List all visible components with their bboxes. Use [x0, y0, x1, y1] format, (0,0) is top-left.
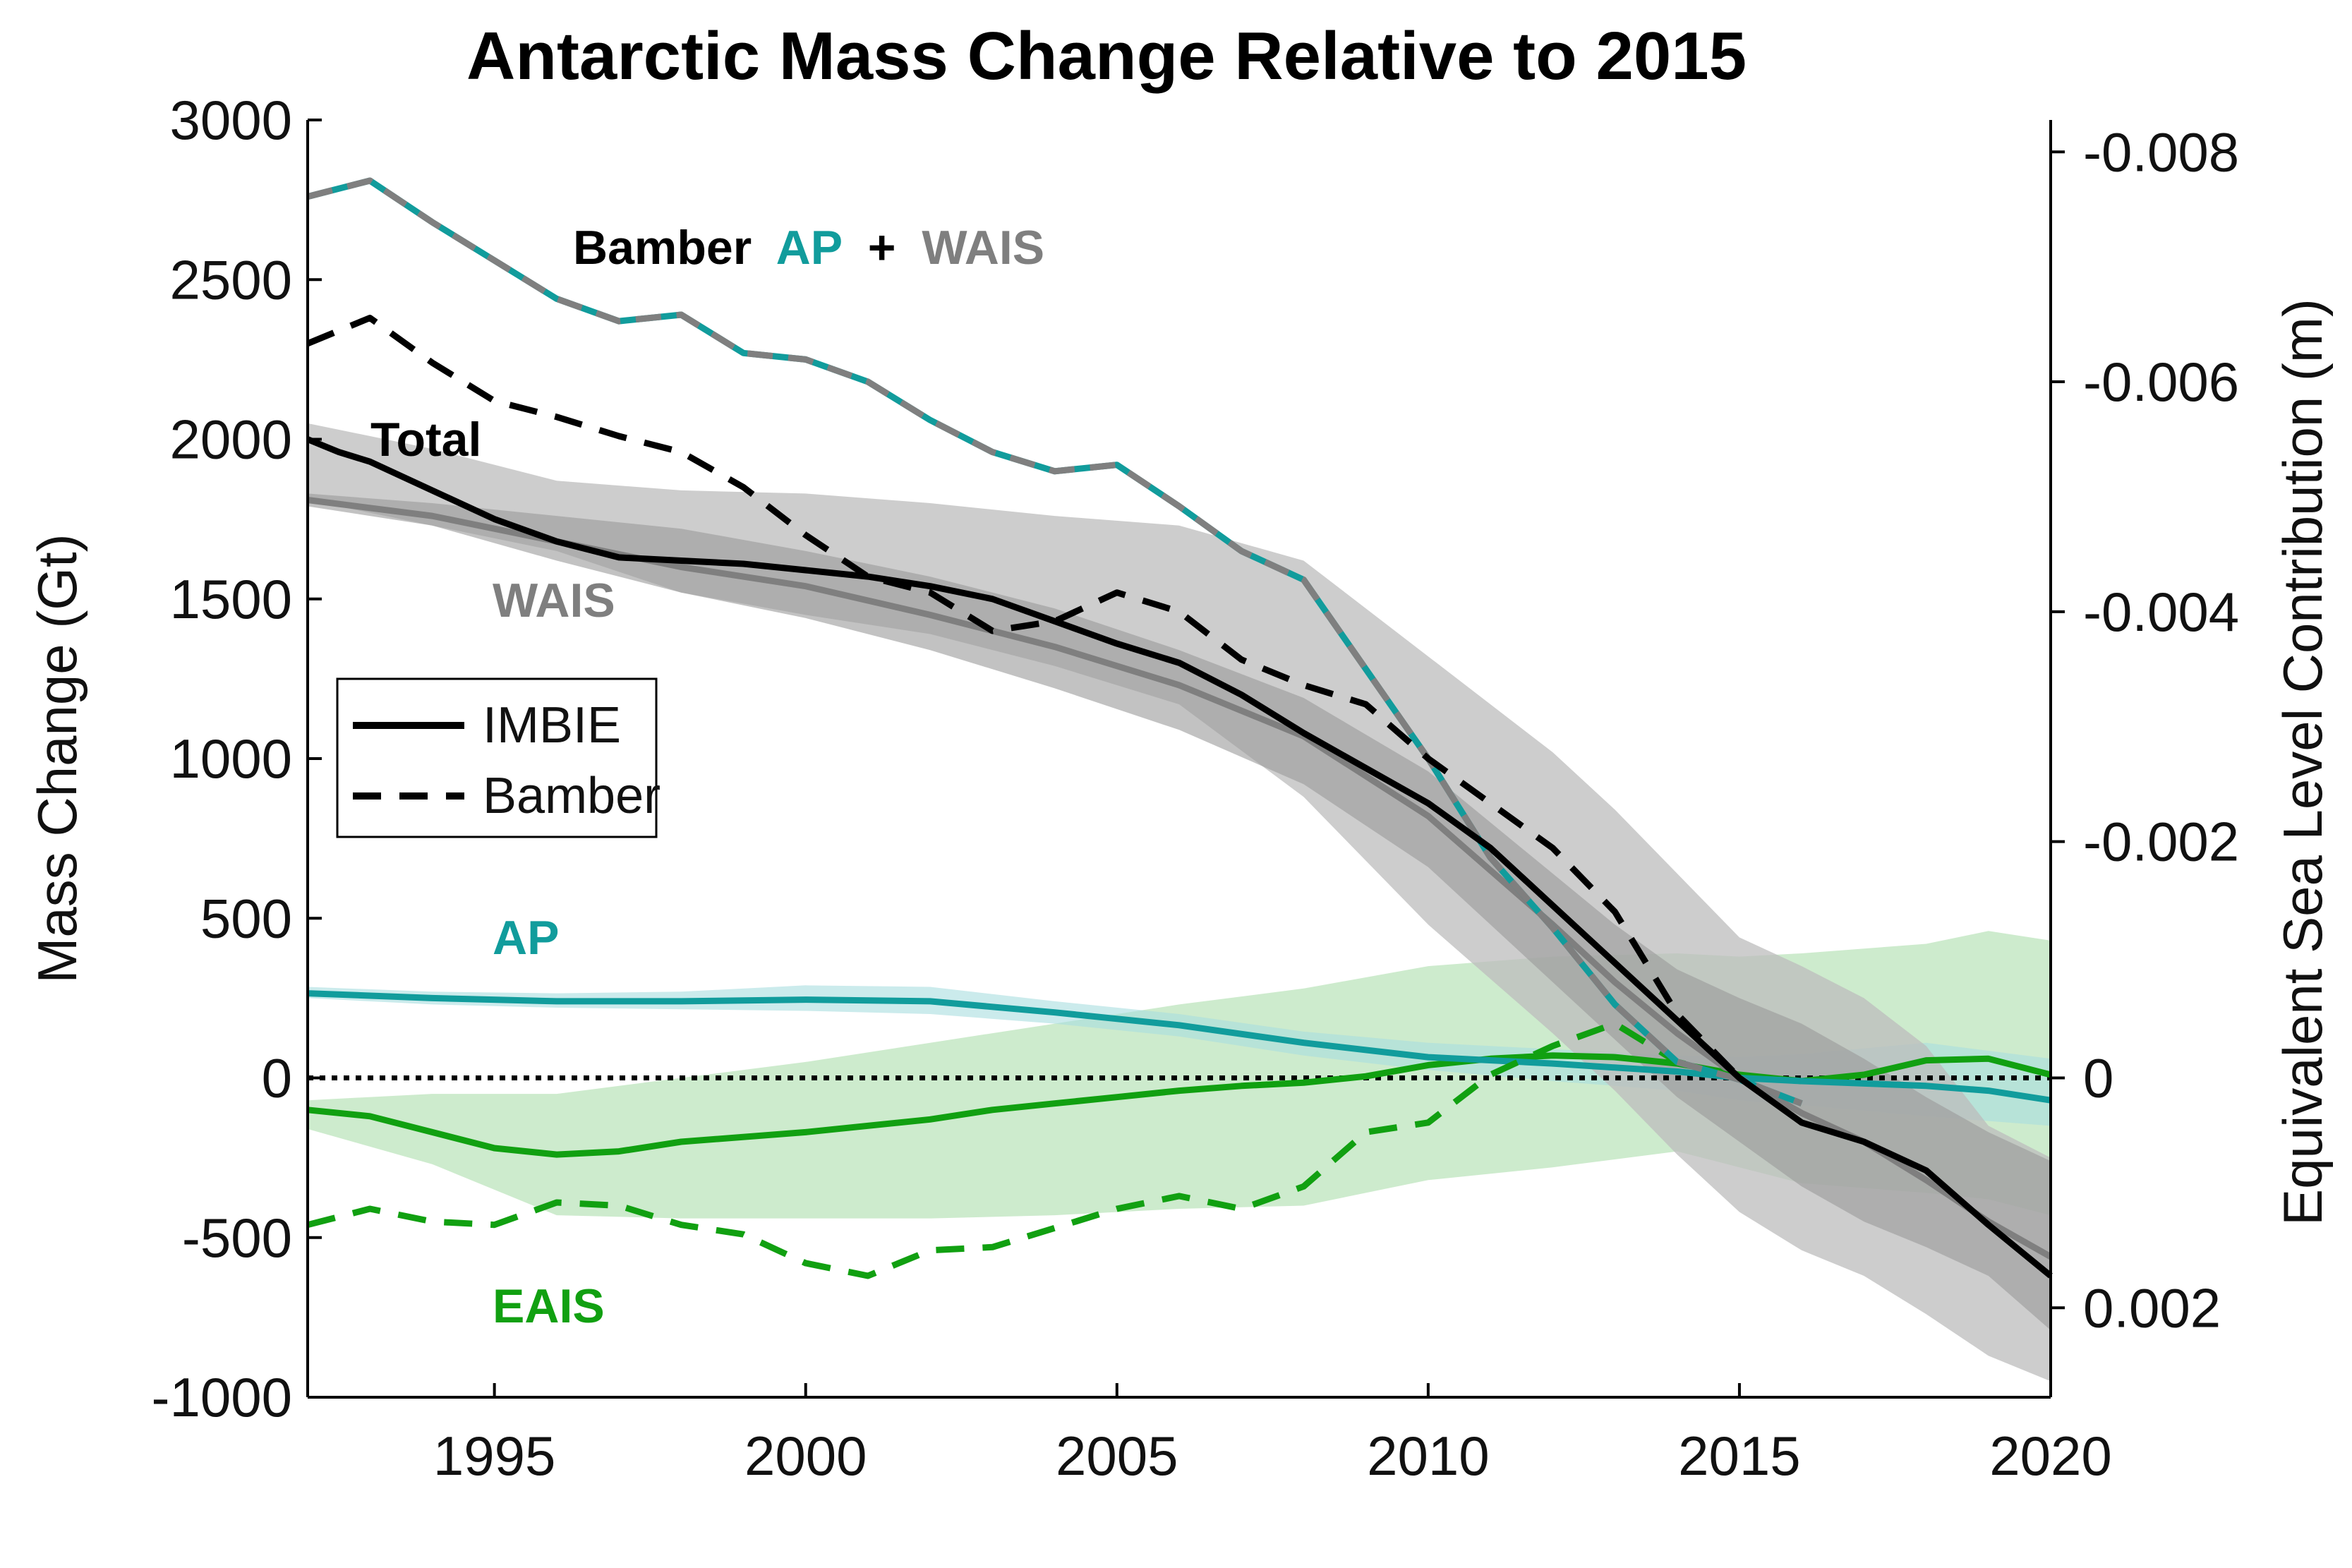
x-tick-label: 1995	[433, 1425, 556, 1487]
x-tick-label: 2005	[1056, 1425, 1178, 1487]
chart-title: Antarctic Mass Change Relative to 2015	[466, 18, 1747, 94]
y2-tick-label: 0.002	[2083, 1277, 2221, 1339]
eais-bamber-line	[306, 1020, 1741, 1279]
ap-imbie-line	[307, 990, 2051, 1104]
y-tick-label: -500	[182, 1207, 292, 1269]
y2-tick-label: -0.008	[2083, 121, 2239, 183]
bamber-annotation: Bamber AP + WAIS	[573, 221, 1044, 275]
y2-tick-label: -0.002	[2083, 811, 2239, 873]
y-axis-title: Mass Change (Gt)	[26, 533, 88, 983]
y-tick-label: 2500	[169, 248, 292, 310]
x-tick-label: 2000	[744, 1425, 867, 1487]
total-imbie-line	[306, 436, 2053, 1279]
total-bamber-line	[306, 315, 1742, 1080]
legend: IMBIE Bamber	[336, 677, 661, 838]
bamber-annotation-plus: +	[868, 221, 896, 275]
bamber-annotation-prefix: Bamber	[573, 221, 752, 275]
y-tick-label: -1000	[152, 1366, 293, 1428]
y2-axis-title: Equivalent Sea Level Contribution (m)	[2272, 298, 2334, 1226]
series-annotations: Total WAIS AP EAIS Bamber AP + WAIS	[370, 221, 1044, 1333]
series-lines	[306, 177, 2053, 1279]
total-annotation: Total	[370, 413, 481, 466]
legend-imbie-label: IMBIE	[483, 697, 621, 754]
x-tick-label: 2020	[1989, 1425, 2112, 1487]
y-tick-label: 500	[200, 887, 292, 949]
bamber-annotation-ap: AP	[776, 221, 842, 275]
legend-bamber-label: Bamber	[483, 768, 661, 824]
y-tick-label: 1500	[169, 568, 292, 630]
y2-tick-label: 0	[2083, 1047, 2113, 1109]
y2-tick-label: -0.004	[2083, 581, 2239, 643]
y2-tick-label: -0.006	[2083, 351, 2239, 413]
waisap-bamber-line	[306, 177, 1803, 1106]
tick-labels: 1995 2000 2005 2010 2015 2020 3000 2500 2000 1500…	[152, 89, 2240, 1487]
x-tick-label: 2015	[1678, 1425, 1801, 1487]
y-tick-label: 3000	[169, 89, 292, 151]
legend-box	[336, 677, 658, 838]
eais-annotation: EAIS	[493, 1279, 605, 1333]
bamber-annotation-wais: WAIS	[922, 221, 1044, 275]
x-tick-label: 2010	[1367, 1425, 1490, 1487]
y-tick-label: 1000	[169, 728, 292, 790]
y-tick-label: 0	[262, 1047, 292, 1109]
ap-annotation: AP	[493, 911, 559, 965]
y-tick-label: 2000	[169, 409, 292, 471]
wais-annotation: WAIS	[493, 574, 615, 627]
